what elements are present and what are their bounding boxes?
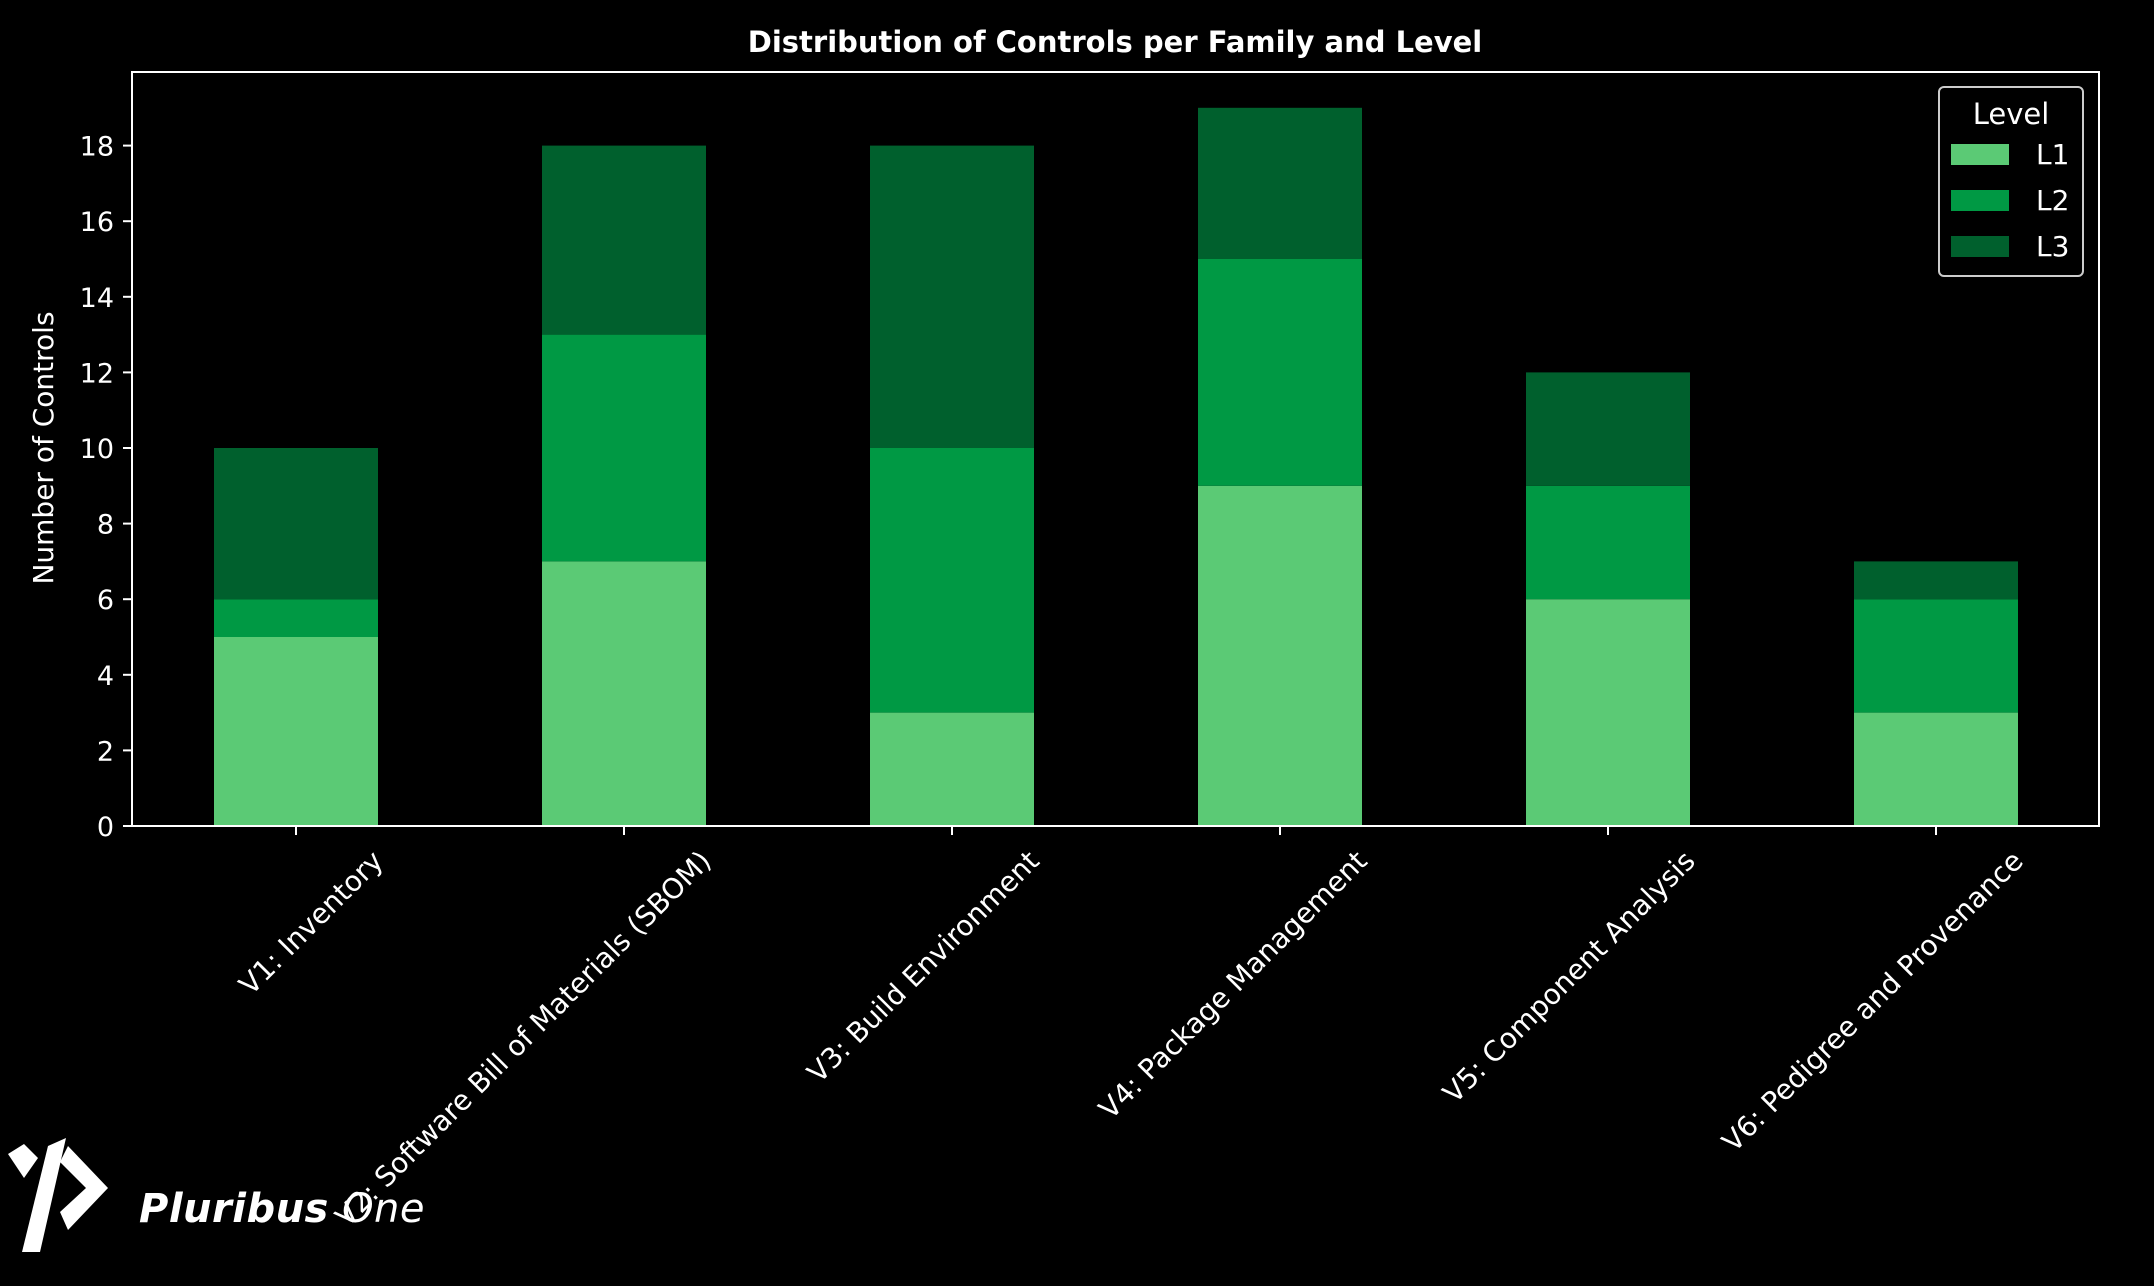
y-tick-label: 18 — [80, 132, 114, 163]
bar-segment-l1 — [214, 637, 378, 826]
bar-segment-l3 — [1854, 561, 2018, 600]
bar-segment-l1 — [1526, 599, 1690, 826]
legend-label-l1: L1 — [2036, 138, 2069, 171]
pluribus-logo-icon — [8, 1138, 108, 1252]
y-tick-label: 12 — [80, 358, 114, 389]
bar-segment-l2 — [1526, 485, 1690, 600]
bar-segment-l1 — [1854, 712, 2018, 826]
bar-segment-l3 — [1198, 107, 1362, 259]
legend-swatch-l1 — [1951, 144, 2009, 165]
x-tick-label: V5: Component Analysis — [1436, 844, 1701, 1109]
bar-segment-l2 — [1854, 599, 2018, 713]
brand-name-bold: Pluribus — [139, 1186, 329, 1232]
legend-title: Level — [1973, 97, 2050, 131]
y-tick-label: 2 — [97, 736, 114, 767]
bar-segment-l2 — [1198, 259, 1362, 486]
bar-segment-l2 — [214, 599, 378, 637]
x-tick-label: V3: Build Environment — [801, 844, 1046, 1089]
y-axis-ticks: 0 2 4 6 8 10 12 14 16 18 — [80, 132, 132, 843]
legend-box — [1938, 86, 2084, 277]
bar-segment-l1 — [1198, 485, 1362, 826]
legend-label-l3: L3 — [2036, 230, 2069, 263]
bar-segment-l1 — [870, 712, 1034, 826]
y-tick-label: 0 — [97, 812, 114, 843]
y-tick-label: 6 — [97, 585, 114, 616]
bar-segment-l2 — [870, 448, 1034, 713]
bar-segment-l1 — [542, 561, 706, 826]
legend-swatch-l3 — [1951, 236, 2009, 257]
x-tick-label: V6: Pedigree and Provenance — [1716, 844, 2030, 1158]
legend: Level L1 L2 L3 — [1938, 86, 2084, 277]
bar-segment-l3 — [1526, 372, 1690, 486]
chart-title: Distribution of Controls per Family and … — [748, 25, 1482, 59]
y-axis-label: Number of Controls — [27, 311, 60, 584]
brand-name: Pluribus One — [139, 1186, 425, 1232]
y-tick-label: 8 — [97, 510, 114, 541]
plot-frame — [131, 71, 2100, 827]
legend-swatch-l2 — [1951, 190, 2009, 211]
bar-segment-l3 — [542, 145, 706, 335]
brand-name-light: One — [328, 1186, 426, 1232]
y-tick-label: 16 — [80, 207, 114, 238]
bar-segment-l3 — [214, 448, 378, 600]
bar-segment-l2 — [542, 334, 706, 562]
x-tick-label: V1: Inventory — [233, 844, 390, 1001]
x-tick-label: V4: Package Management — [1092, 844, 1373, 1125]
y-tick-label: 4 — [97, 661, 114, 692]
bars-group — [214, 107, 2018, 826]
y-tick-label: 14 — [80, 283, 114, 314]
y-tick-label: 10 — [80, 434, 114, 465]
legend-label-l2: L2 — [2036, 184, 2069, 217]
bar-segment-l3 — [870, 145, 1034, 448]
